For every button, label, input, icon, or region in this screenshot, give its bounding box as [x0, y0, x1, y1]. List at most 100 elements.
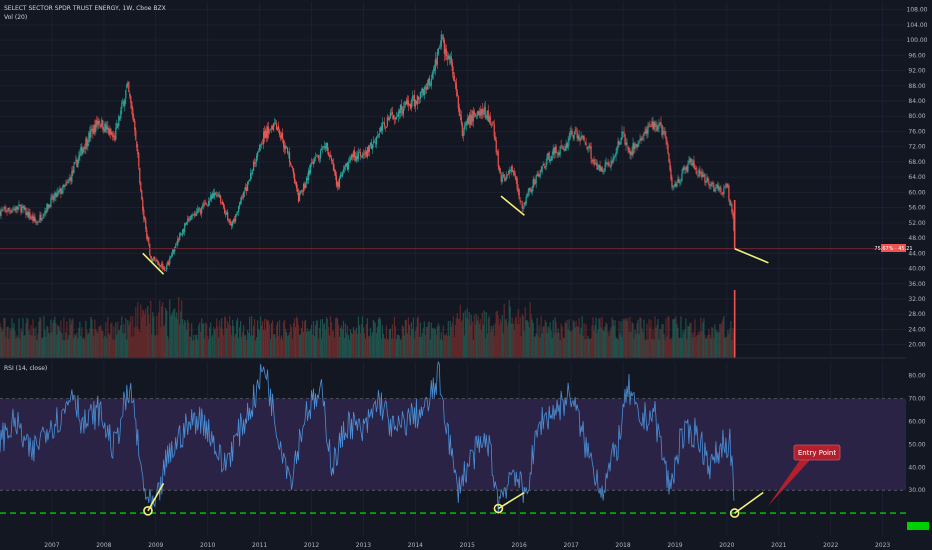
volume-bar-407 — [404, 319, 406, 358]
candle-body — [272, 123, 275, 131]
candle-539 — [536, 170, 538, 177]
volume-bar-59 — [57, 324, 59, 358]
volume-bar-203 — [201, 318, 203, 358]
candle-body — [38, 221, 40, 222]
candle-body — [278, 129, 281, 136]
volume-bar-503 — [500, 322, 502, 358]
volume-bar-510 — [507, 322, 509, 358]
candle-body — [606, 162, 608, 164]
candle-269 — [266, 122, 269, 142]
candle-body — [418, 99, 420, 100]
price-axis[interactable] — [906, 0, 932, 550]
candle-body — [277, 126, 280, 129]
candle-416 — [413, 89, 415, 109]
candle-142 — [140, 181, 142, 193]
volume-bar-298 — [295, 316, 298, 358]
candle-575 — [572, 135, 574, 141]
candle-body — [563, 149, 565, 151]
candle-367 — [364, 147, 367, 158]
volume-bar-645 — [642, 332, 644, 358]
volume-bar-332 — [329, 316, 332, 358]
volume-bar-191 — [189, 336, 191, 358]
volume-bar-549 — [546, 332, 548, 358]
candle-115 — [113, 131, 115, 141]
candle-87 — [85, 136, 87, 155]
candle-body — [363, 153, 366, 155]
volume-bar-537 — [534, 336, 536, 358]
volume-bar-603 — [600, 327, 602, 358]
candle-body — [680, 179, 682, 181]
candle-body — [122, 101, 124, 104]
candle-482 — [479, 105, 481, 119]
volume-bar-514 — [511, 317, 513, 358]
volume-bar-last — [733, 290, 736, 358]
candle-646 — [643, 131, 645, 142]
candle-182 — [180, 232, 182, 236]
candle-127 — [125, 89, 127, 104]
candle-body — [0, 210, 1, 216]
volume-bar-634 — [631, 322, 633, 358]
candle-body — [134, 120, 136, 131]
volume-bar-524 — [521, 313, 523, 358]
volume-bar-622 — [619, 333, 621, 358]
volume-bar-117 — [115, 322, 117, 358]
candle-body — [613, 156, 615, 160]
candle-145 — [143, 206, 145, 223]
candle-704 — [701, 168, 703, 181]
candle-body — [660, 121, 662, 126]
volume-bar-88 — [86, 330, 88, 358]
candle-558 — [555, 144, 557, 154]
volume-bar-459 — [456, 312, 458, 358]
volume-bar-431 — [428, 321, 430, 358]
candle-body — [683, 167, 685, 171]
volume-bar-604 — [601, 316, 603, 358]
candle-318 — [315, 153, 318, 157]
candle-538 — [535, 174, 537, 189]
candle-83 — [81, 142, 83, 157]
candle-body — [694, 168, 696, 170]
candle-70 — [68, 177, 70, 184]
candle-282 — [279, 131, 282, 142]
candle-body — [84, 148, 86, 149]
volume-bar-597 — [594, 325, 596, 358]
volume-bar-148 — [146, 326, 148, 358]
candle-body — [141, 190, 143, 200]
volume-bar-19 — [17, 337, 19, 358]
volume-bar-328 — [325, 317, 328, 358]
volume-bar-325 — [322, 324, 325, 358]
entry-point-callout[interactable]: Entry Point — [768, 444, 841, 506]
candle-609 — [606, 161, 608, 166]
candle-body — [13, 208, 15, 210]
volume-bar-613 — [610, 327, 612, 358]
candle-body — [2, 209, 4, 210]
candle-body — [724, 186, 726, 187]
candle-63 — [61, 187, 63, 195]
price-tick-label: 84.00 — [908, 98, 925, 105]
candle-body — [458, 107, 460, 116]
candle-296 — [293, 171, 296, 184]
candle-635 — [632, 137, 634, 159]
volume-bar-103 — [101, 330, 103, 358]
time-axis[interactable] — [0, 537, 906, 550]
volume-bar-158 — [156, 316, 158, 358]
candle-body — [459, 114, 461, 117]
candle-459 — [456, 88, 458, 97]
candle-body — [163, 267, 165, 269]
candle-body — [423, 87, 425, 96]
candle-body — [587, 147, 589, 149]
volume-bar-477 — [474, 324, 476, 358]
candle-body — [582, 135, 584, 138]
volume-bar-406 — [403, 335, 405, 358]
candle-body — [495, 140, 497, 153]
volume-bar-218 — [216, 318, 218, 358]
volume-bar-544 — [541, 333, 543, 358]
candle-59 — [57, 187, 59, 198]
candle-374 — [371, 143, 374, 154]
candle-527 — [524, 201, 526, 206]
candle-348 — [345, 163, 348, 168]
candle-body — [525, 196, 527, 205]
volume-bar-70 — [68, 335, 70, 358]
candle-504 — [501, 171, 503, 184]
candle-503 — [500, 172, 502, 186]
